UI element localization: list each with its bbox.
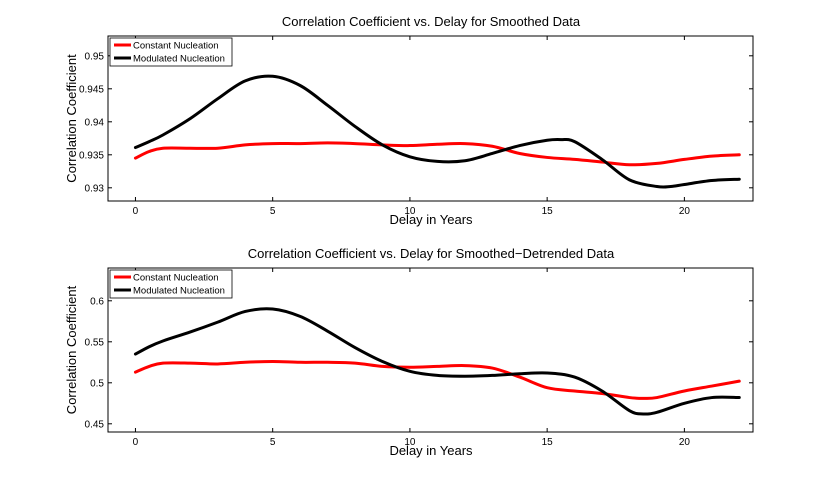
x-tick-label: 10: [404, 206, 416, 217]
x-axis-label: Delay in Years: [389, 443, 473, 458]
y-axis-label: Correlation Coefficient: [64, 285, 79, 414]
y-axis-label: Correlation Coefficient: [64, 54, 79, 183]
y-tick-label: 0.6: [90, 296, 104, 307]
y-tick-label: 0.95: [85, 51, 105, 62]
legend-box: [109, 37, 233, 67]
legend-label-modulated: Modulated Nucleation: [133, 286, 225, 297]
x-axis-label: Delay in Years: [389, 212, 473, 227]
y-tick-label: 0.93: [85, 183, 105, 194]
chart-title: Correlation Coefficient vs. Delay for Sm…: [282, 14, 581, 29]
x-tick-label: 0: [133, 437, 139, 448]
x-tick-label: 5: [270, 437, 276, 448]
x-tick-label: 15: [542, 206, 554, 217]
x-tick-label: 10: [404, 437, 416, 448]
series-line-modulated-nucleation: [133, 307, 741, 416]
series-line-constant-nucleation: [133, 359, 741, 400]
legend-label-constant: Constant Nucleation: [133, 273, 219, 284]
legend: Constant Nucleation Modulated Nucleation: [109, 37, 233, 67]
axis-ticks: 0 5 10 15 20 0.93 0.935 0.94 0.945 0.95: [79, 36, 753, 217]
y-tick-label: 0.94: [85, 117, 105, 128]
legend-label-constant: Constant Nucleation: [133, 41, 219, 52]
series-line-modulated-nucleation: [133, 74, 741, 189]
series-lines: [133, 74, 741, 189]
y-tick-label: 0.5: [90, 378, 104, 389]
x-tick-label: 20: [679, 206, 691, 217]
series-line-constant-nucleation: [133, 141, 741, 167]
x-tick-label: 5: [270, 206, 276, 217]
y-tick-label: 0.45: [85, 419, 105, 430]
axis-ticks: 0 5 10 15 20 0.45 0.5 0.55 0.6: [85, 268, 753, 448]
x-tick-label: 15: [542, 437, 554, 448]
x-tick-label: 0: [133, 206, 139, 217]
chart-title: Correlation Coefficient vs. Delay for Sm…: [248, 246, 615, 261]
y-tick-label: 0.55: [85, 337, 105, 348]
y-tick-label: 0.935: [79, 150, 104, 161]
legend-label-modulated: Modulated Nucleation: [133, 54, 225, 65]
chart-panel-detrended: Correlation Coefficient vs. Delay for Sm…: [64, 246, 754, 458]
series-lines: [133, 307, 741, 416]
chart-panel-smoothed: Correlation Coefficient vs. Delay for Sm…: [64, 14, 754, 227]
y-tick-label: 0.945: [79, 84, 104, 95]
legend: Constant Nucleation Modulated Nucleation: [109, 269, 233, 299]
legend-box: [109, 269, 233, 299]
x-tick-label: 20: [679, 437, 691, 448]
